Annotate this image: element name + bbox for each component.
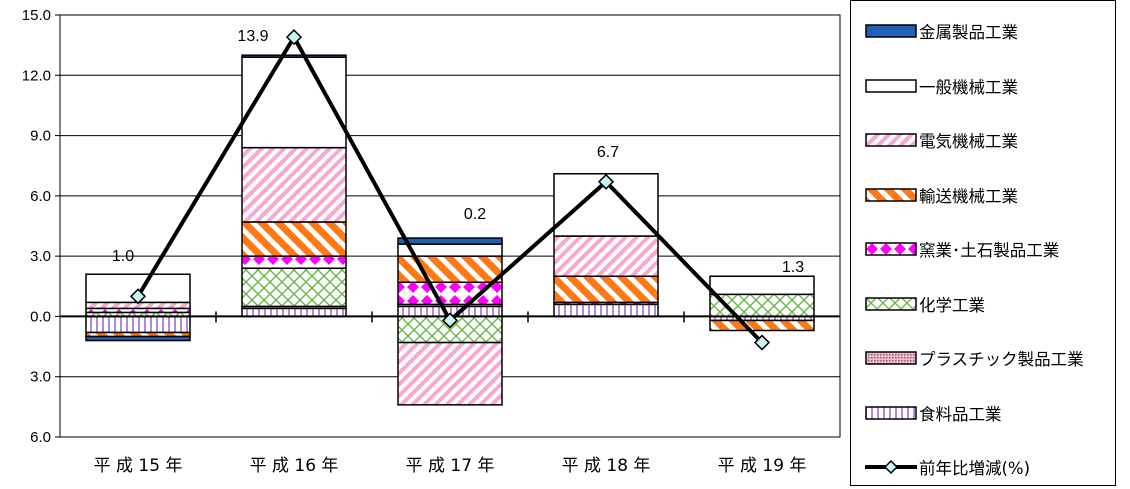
legend-label: プラスチック製品工業 (919, 350, 1084, 369)
legend-item: 輸送機械工業 (865, 184, 1018, 206)
bar-segment-electric (241, 146, 347, 223)
legend-label: 電気機械工業 (919, 132, 1018, 151)
legend: 金属製品工業 一般機械工業 電気機械工業 輸送機械工業窯業･土石製品工業 化学工業プラス… (850, 0, 1116, 486)
legend-label: 化学工業 (919, 295, 985, 315)
bar-segment-ceramic (241, 255, 347, 269)
bar-segment-transport (553, 275, 659, 304)
legend-item: 前年比増減(%) (865, 456, 1030, 478)
legend-item: 窯業･土石製品工業 (865, 238, 1059, 260)
line-point-marker (597, 173, 615, 190)
bar-segment-transport (709, 319, 815, 332)
bar-segment-food (553, 303, 659, 318)
legend-label: 窯業･土石製品工業 (919, 241, 1060, 260)
line-point-marker (285, 29, 303, 46)
data-label: 6.7 (597, 144, 619, 161)
bar-segment-electric (397, 341, 503, 406)
bar-segment-electric (553, 235, 659, 277)
bar-segment-metal (241, 54, 347, 58)
legend-swatch-chem (865, 296, 917, 311)
legend-label: 金属製品工業 (919, 23, 1018, 42)
line-point-marker (441, 312, 459, 329)
legend-label: 輸送機械工業 (919, 186, 1018, 206)
bar-segment-metal (397, 237, 503, 245)
legend-label: 一般機械工業 (919, 77, 1018, 97)
bar-segment-food (241, 307, 347, 318)
line-point-marker (753, 334, 771, 351)
x-category-label: 平 成 15 年 (94, 456, 183, 476)
bar-segment-chem (241, 267, 347, 308)
x-category-label: 平 成 19 年 (718, 456, 807, 476)
legend-item: 金属製品工業 (865, 20, 1018, 42)
legend-swatch-food (865, 405, 917, 420)
legend-swatch-transport (865, 187, 917, 202)
y-tick-label: 15.0 (22, 7, 51, 24)
bar-segment-general (553, 173, 659, 237)
y-tick-label: 3.0 (30, 369, 51, 386)
y-tick-label: 0.0 (30, 308, 51, 325)
y-tick-label: 6.0 (30, 429, 51, 446)
legend-swatch-electric (865, 133, 917, 147)
legend-swatch-general (865, 78, 917, 93)
legend-item: 食料品工業 (865, 402, 1002, 424)
legend-swatch-ceramic (865, 242, 917, 256)
y-tick-label: 6.0 (30, 188, 51, 205)
legend-item: プラスチック製品工業 (865, 347, 1084, 369)
data-label: 0.2 (464, 206, 486, 223)
legend-label: 食料品工業 (919, 404, 1002, 424)
x-category-label: 平 成 16 年 (250, 456, 339, 476)
legend-item: 一般機械工業 (865, 75, 1018, 97)
legend-item: 電気機械工業 (865, 129, 1018, 151)
data-label: 1.3 (782, 259, 804, 276)
chart: 15.0 12.0 9.0 6.0 3.0 0.0 3.0 6.0 平 成 15 年 平 成 16… (22, 7, 841, 476)
legend-item: 化学工業 (865, 293, 985, 315)
bar-segment-food (85, 315, 191, 334)
legend-swatch-metal (865, 24, 917, 38)
bar-segment-general (709, 275, 815, 296)
data-label: 1.0 (112, 248, 134, 265)
x-category-label: 平 成 18 年 (562, 456, 651, 476)
line-point-marker (129, 288, 147, 305)
legend-swatch-plastic (865, 351, 917, 365)
data-label: 13.9 (237, 28, 268, 45)
bar-segment-transport (397, 255, 503, 284)
bar-segment-metal (85, 335, 191, 342)
y-tick-label: 3.0 (30, 248, 51, 265)
x-category-label: 平 成 17 年 (406, 456, 495, 476)
bar-segment-transport (241, 221, 347, 257)
legend-label: 前年比増減(%) (919, 459, 1031, 478)
y-tick-label: 12.0 (22, 67, 51, 84)
legend-swatch-line (865, 460, 917, 474)
y-tick-label: 9.0 (30, 128, 51, 145)
plot-frame (59, 14, 841, 438)
